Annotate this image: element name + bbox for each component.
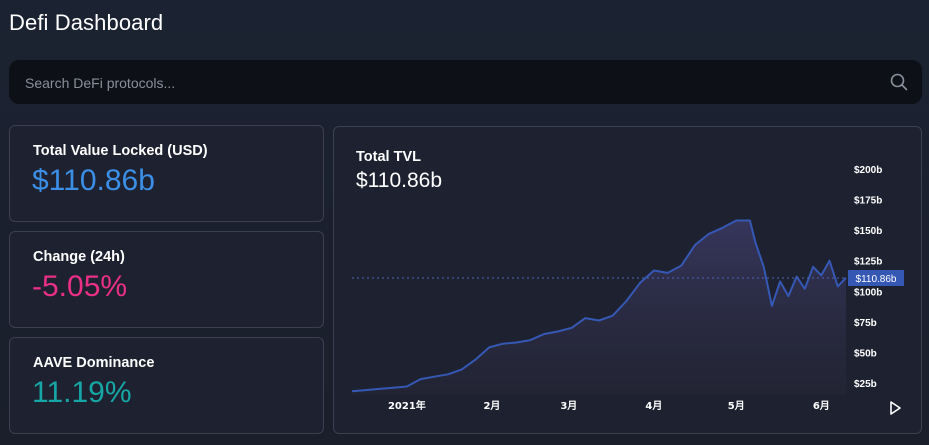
x-tick-label: 3月 xyxy=(560,400,577,412)
tvl-value: $110.86b xyxy=(32,164,155,197)
dominance-value: 11.19% xyxy=(32,376,132,409)
x-tick-label: 5月 xyxy=(728,400,745,412)
page-title: Defi Dashboard xyxy=(9,10,164,35)
y-tick-label: $175b xyxy=(854,196,882,207)
x-tick-label: 6月 xyxy=(813,400,830,412)
current-value-label: $110.86b xyxy=(856,274,897,285)
y-tick-label: $150b xyxy=(854,226,882,237)
y-tick-label: $75b xyxy=(854,318,877,329)
chart-title: Total TVL xyxy=(356,149,421,165)
change-value: -5.05% xyxy=(32,270,128,303)
current-value-badge xyxy=(848,270,904,287)
y-tick-label: $125b xyxy=(854,257,882,268)
tvl-chart-card: $110.86b $25b $50b $75b $100b $125b $150b $175b… xyxy=(333,126,922,434)
y-tick-label: $25b xyxy=(854,379,877,390)
y-tick-label: $50b xyxy=(854,348,877,359)
x-tick-label: 2021年 xyxy=(388,399,426,412)
change-label: Change (24h) xyxy=(33,249,125,265)
play-icon[interactable] xyxy=(890,401,901,415)
search-bar[interactable] xyxy=(9,60,922,106)
search-icon[interactable] xyxy=(890,73,908,91)
dominance-label: AAVE Dominance xyxy=(33,355,155,371)
chart-value: $110.86b xyxy=(356,169,443,192)
tvl-card: Total Value Locked (USD) $110.86b xyxy=(9,125,324,222)
search-input[interactable] xyxy=(9,60,887,106)
x-tick-label: 4月 xyxy=(645,400,662,412)
tvl-chart[interactable]: $110.86b $25b $50b $75b $100b $125b $150b $175b… xyxy=(334,127,922,434)
tvl-line xyxy=(351,219,847,393)
dominance-card: AAVE Dominance 11.19% xyxy=(9,337,324,434)
tvl-label: Total Value Locked (USD) xyxy=(33,143,208,159)
y-tick-label: $200b xyxy=(854,165,882,176)
change-card: Change (24h) -5.05% xyxy=(9,231,324,328)
tvl-area xyxy=(352,220,846,395)
x-tick-label: 2月 xyxy=(483,400,500,412)
y-tick-label: $100b xyxy=(854,287,882,298)
